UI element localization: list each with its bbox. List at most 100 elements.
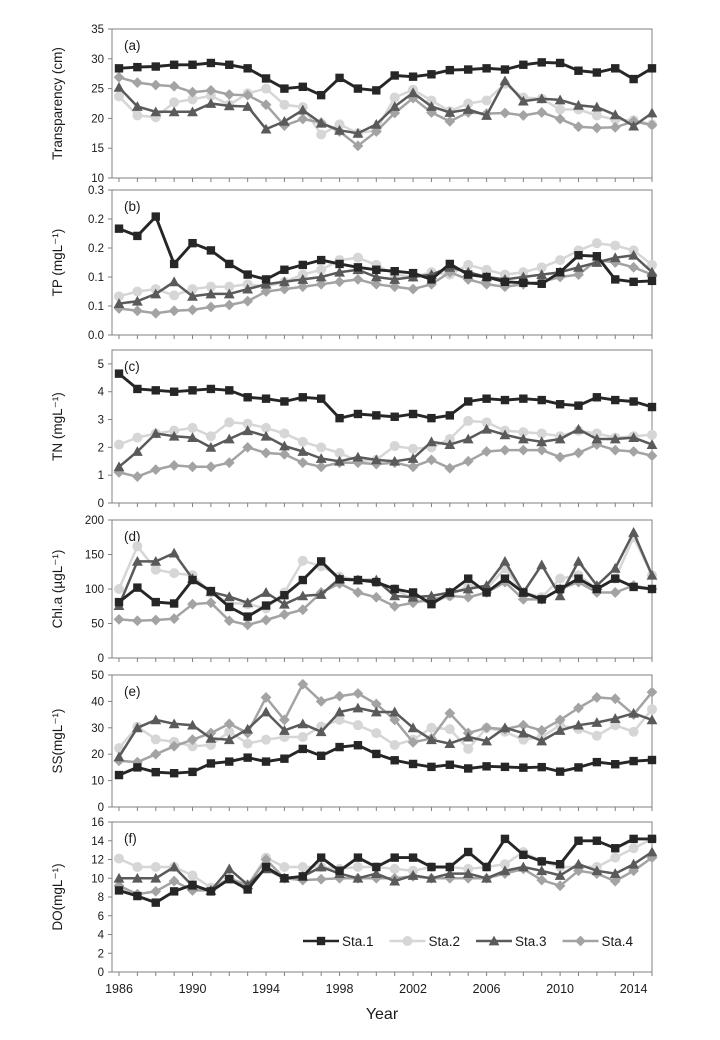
marker-triangle xyxy=(334,706,345,717)
series-sta3 xyxy=(113,702,658,762)
marker-square xyxy=(555,767,565,776)
y-tick-label: 30 xyxy=(91,54,104,66)
marker-diamond xyxy=(205,84,217,96)
marker-triangle xyxy=(279,115,290,126)
marker-square xyxy=(225,874,234,884)
marker-diamond xyxy=(462,591,474,603)
marker-diamond xyxy=(370,126,382,137)
marker-triangle xyxy=(370,868,382,878)
marker-square xyxy=(390,853,399,862)
marker-diamond xyxy=(297,678,309,690)
marker-diamond xyxy=(591,692,603,703)
marker-diamond xyxy=(352,587,364,598)
marker-square xyxy=(169,259,179,269)
x-tick-label: 1994 xyxy=(252,982,280,996)
marker-triangle xyxy=(573,423,584,434)
marker-triangle xyxy=(297,446,309,456)
marker-square xyxy=(188,60,197,69)
y-tick-label: 40 xyxy=(91,696,104,708)
x-tick-label: 2002 xyxy=(399,982,427,996)
marker-triangle xyxy=(205,288,217,299)
marker-square xyxy=(500,834,510,844)
marker-circle xyxy=(463,415,474,426)
marker-triangle xyxy=(646,714,658,725)
marker-square xyxy=(114,770,124,780)
marker-diamond xyxy=(150,464,162,476)
marker-triangle xyxy=(131,722,143,733)
marker-square xyxy=(206,887,216,896)
marker-square xyxy=(592,757,602,767)
marker-square xyxy=(574,401,583,410)
marker-triangle xyxy=(554,590,566,601)
y-tick-label: 5 xyxy=(98,359,104,371)
marker-triangle xyxy=(462,731,474,742)
marker-square xyxy=(243,393,252,402)
marker-triangle xyxy=(499,556,511,566)
panel-border xyxy=(111,519,653,659)
marker-diamond xyxy=(573,269,584,280)
marker-diamond xyxy=(168,305,180,317)
marker-square xyxy=(519,60,528,69)
legend-label: Sta.1 xyxy=(342,934,374,949)
marker-triangle xyxy=(168,718,180,729)
marker-square xyxy=(169,887,179,896)
marker-triangle xyxy=(407,87,419,98)
marker-triangle xyxy=(609,868,621,878)
marker-square xyxy=(390,412,399,421)
marker-circle xyxy=(610,240,621,251)
marker-triangle xyxy=(352,127,364,138)
marker-square xyxy=(261,757,271,766)
marker-square xyxy=(611,275,620,284)
marker-triangle xyxy=(573,261,584,272)
marker-triangle xyxy=(150,106,162,117)
marker-triangle xyxy=(407,591,419,602)
marker-diamond xyxy=(242,89,254,101)
marker-square xyxy=(427,862,436,872)
marker-triangle xyxy=(426,436,437,447)
marker-triangle xyxy=(517,727,529,738)
y-tick-label: 10 xyxy=(91,873,104,885)
marker-circle xyxy=(371,728,382,739)
marker-triangle xyxy=(591,101,603,112)
marker-square xyxy=(335,575,344,584)
marker-triangle xyxy=(646,107,658,118)
marker-triangle xyxy=(315,271,327,282)
series-line xyxy=(118,372,653,420)
marker-triangle xyxy=(628,249,640,260)
marker-diamond xyxy=(168,875,180,887)
marker-diamond xyxy=(187,734,198,746)
series-line xyxy=(118,682,653,764)
marker-triangle xyxy=(352,451,364,462)
marker-square xyxy=(482,272,491,282)
y-tick-label: 16 xyxy=(91,817,104,829)
marker-triangle xyxy=(150,714,162,725)
marker-triangle xyxy=(260,587,272,597)
marker-diamond xyxy=(554,880,566,892)
marker-square xyxy=(482,64,491,73)
marker-circle xyxy=(316,129,327,140)
y-axis-label: Transparency (cm) xyxy=(50,47,65,160)
marker-diamond xyxy=(352,274,364,285)
marker-diamond xyxy=(279,609,290,620)
marker-triangle xyxy=(462,433,474,444)
marker-triangle xyxy=(554,94,566,105)
marker-diamond xyxy=(536,874,548,886)
marker-triangle xyxy=(297,104,309,115)
marker-square xyxy=(390,584,399,594)
marker-triangle xyxy=(297,274,309,284)
marker-triangle xyxy=(205,98,217,108)
marker-diamond xyxy=(609,444,621,456)
series-sta4 xyxy=(113,678,658,768)
y-tick-label: 0.3 xyxy=(88,185,104,197)
marker-diamond xyxy=(297,281,309,293)
marker-diamond xyxy=(352,457,364,469)
marker-diamond xyxy=(242,619,254,631)
marker-square xyxy=(298,872,307,881)
marker-diamond xyxy=(554,113,566,125)
marker-circle xyxy=(132,110,143,121)
marker-circle xyxy=(224,726,235,737)
marker-diamond xyxy=(150,79,162,91)
marker-square xyxy=(316,255,326,265)
marker-square xyxy=(611,760,620,769)
marker-square xyxy=(169,387,179,396)
